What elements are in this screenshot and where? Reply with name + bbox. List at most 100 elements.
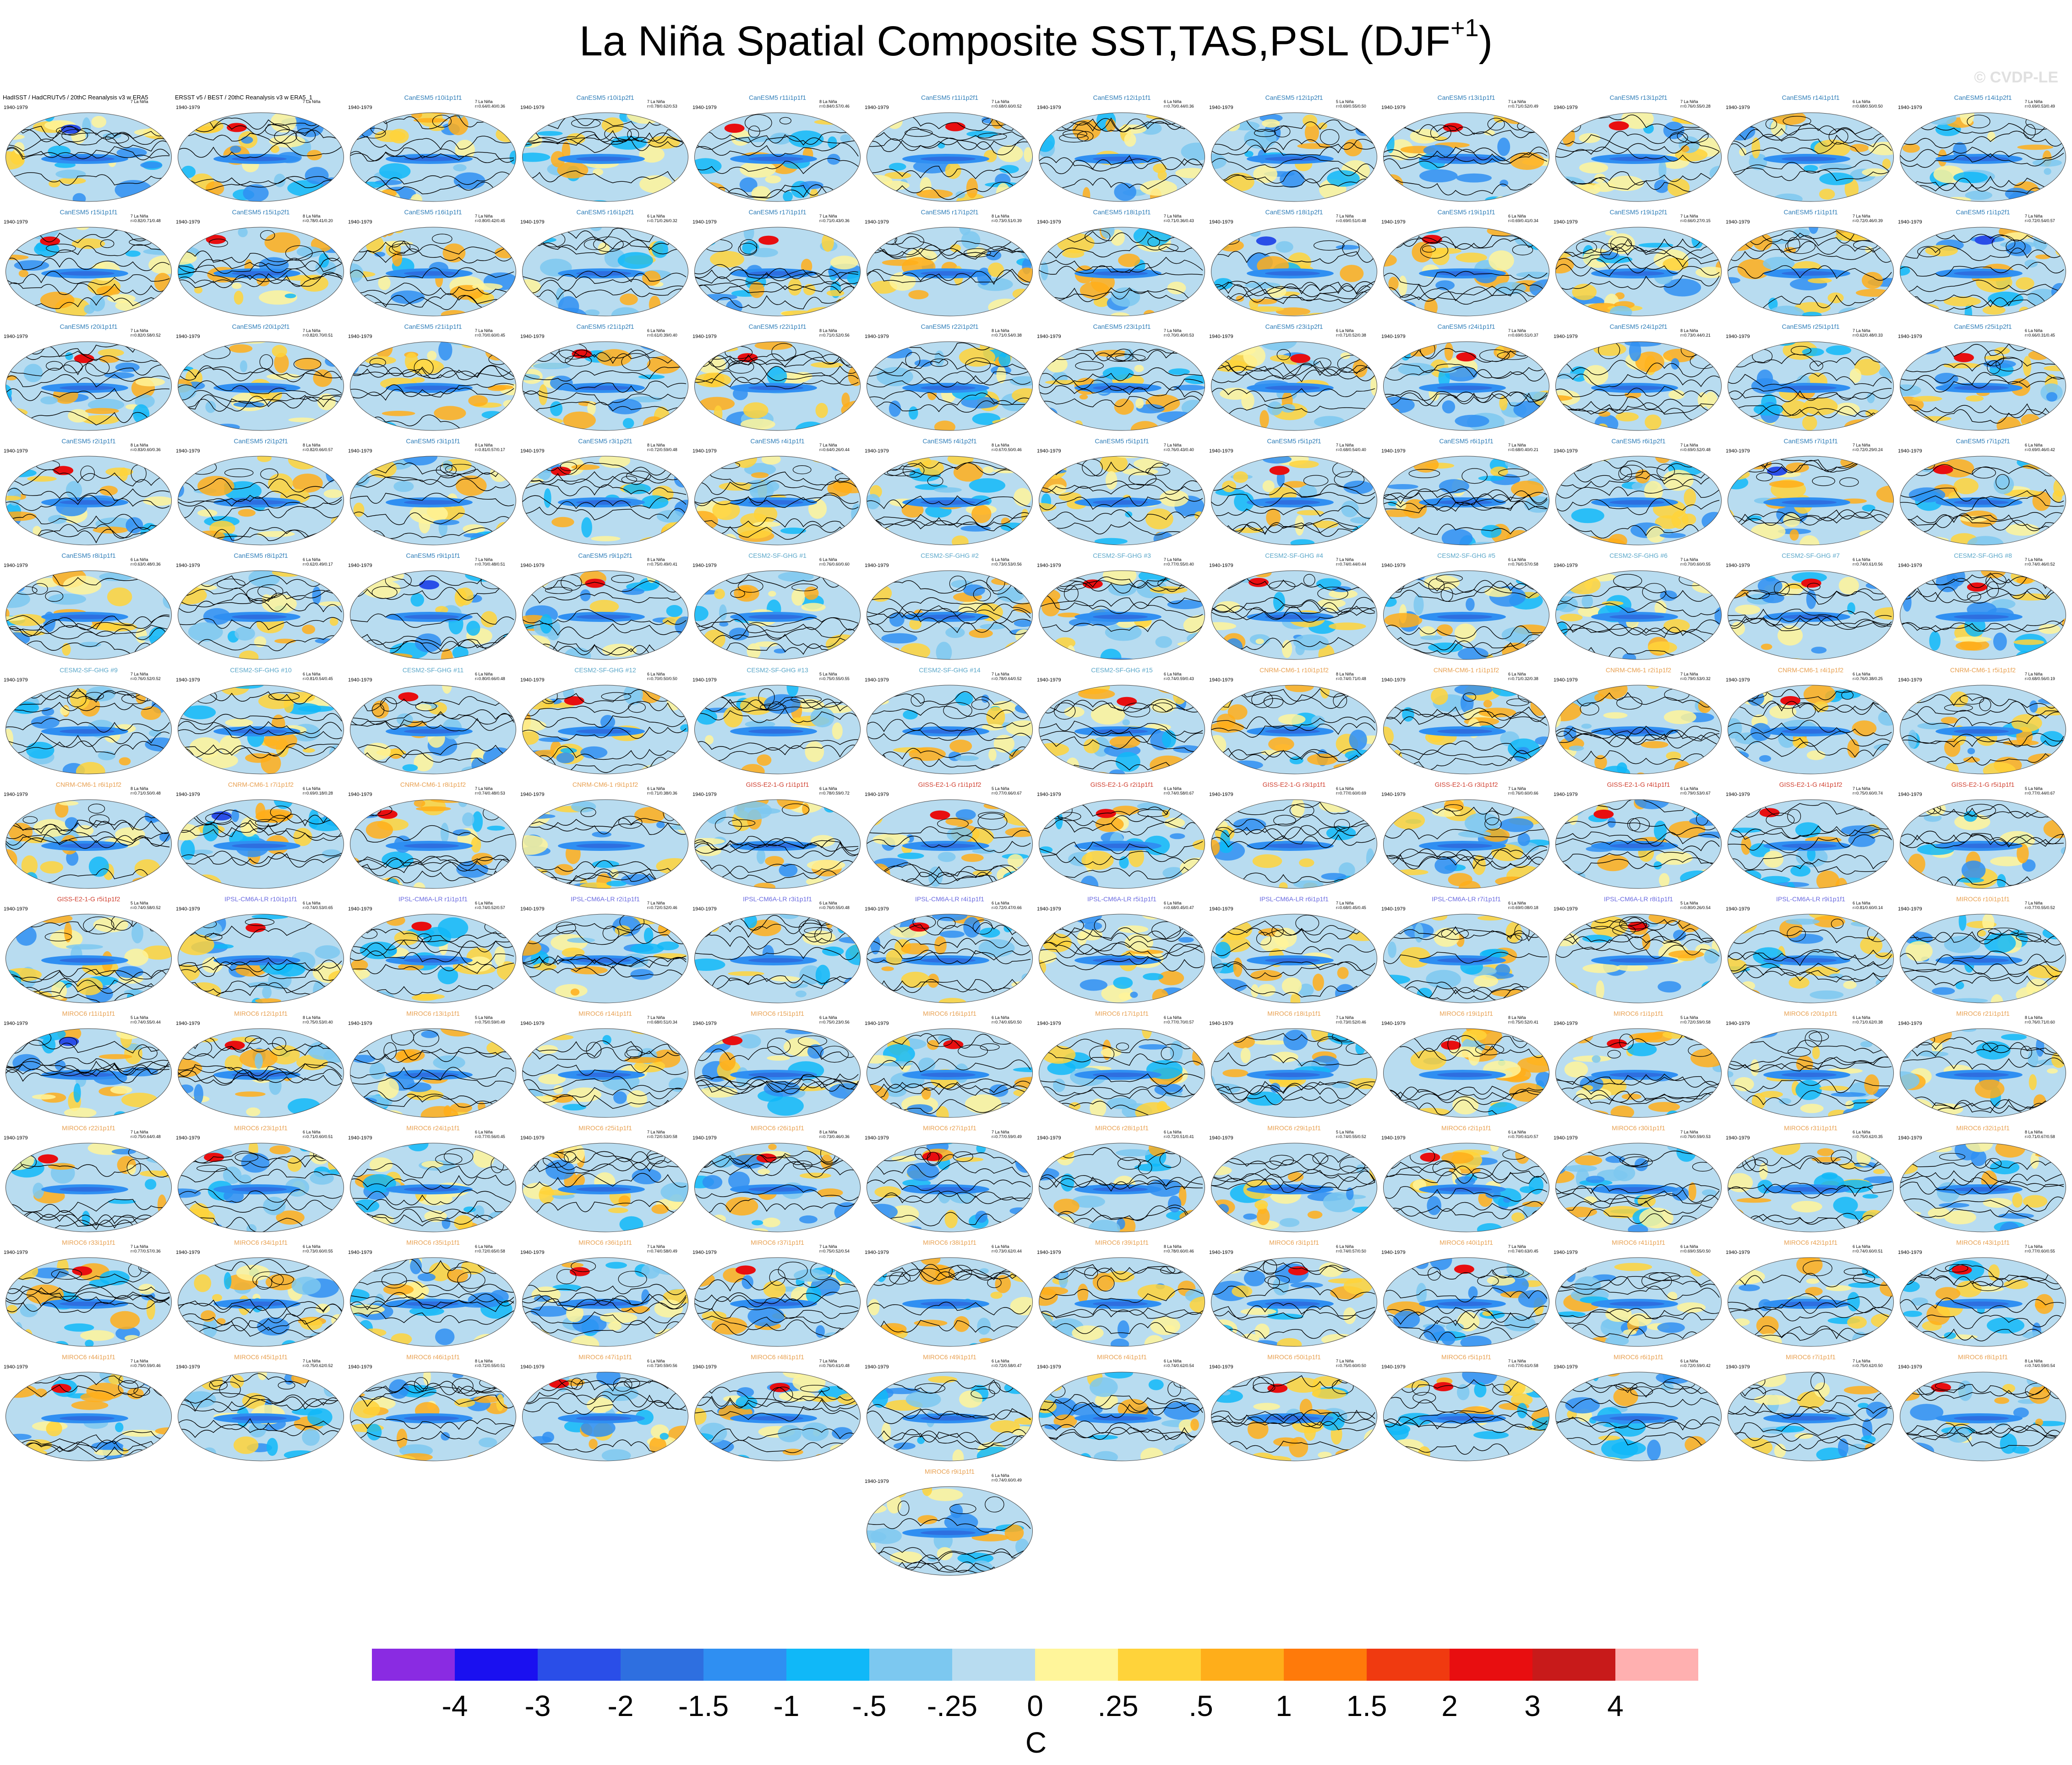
colorbar-tick-label: -4: [442, 1689, 468, 1722]
colorbar-swatch: [621, 1649, 703, 1681]
composite-map: [1211, 685, 1377, 774]
panel-title: MIROC6 r17i1p1f1: [1095, 1010, 1149, 1017]
panel-period: 1940-1979: [865, 1135, 889, 1141]
map-panel: MIROC6 r43i1p1f1 1940-1979 7 La Niña r=0.7…: [1897, 1239, 2069, 1351]
map-panel: MIROC6 r42i1p1f1 1940-1979 6 La Niña r=0.7…: [1725, 1239, 1897, 1351]
composite-map: [1728, 914, 1894, 1003]
composite-map: [867, 1257, 1033, 1347]
map-panel: MIROC6 r5i1p1f1 1940-1979 7 La Niña r=0.77…: [1380, 1353, 1552, 1465]
panel-period: 1940-1979: [1898, 792, 1922, 797]
map-panel: CESM2-SF-GHG #12 1940-1979 6 La Niña r=0.7…: [519, 666, 691, 779]
panel-stats: 8 La Niña r=0.71/0.67/0.58: [2025, 1130, 2055, 1139]
panel-stats: 6 La Niña r=0.62/0.49/0.17: [303, 557, 333, 567]
panel-title: MIROC6 r30i1p1f1: [1612, 1124, 1665, 1132]
composite-map: [1900, 1143, 2066, 1232]
panel-title: MIROC6 r45i1p1f1: [234, 1353, 288, 1361]
map-panel: CanESM5 r19i1p1f1 1940-1979 6 La Niña r=0.…: [1380, 208, 1552, 321]
panel-period: 1940-1979: [1726, 105, 1750, 110]
panel-stats: 7 La Niña r=0.74/0.58/0.49: [647, 1244, 677, 1253]
panel-stats: 6 La Niña r=0.74/0.52/0.57: [475, 901, 505, 910]
panel-period: 1940-1979: [1898, 1135, 1922, 1141]
panel-stats: 6 La Niña r=0.81/0.60/0.14: [1853, 901, 1883, 910]
panel-title: MIROC6 r11i1p1f1: [62, 1010, 115, 1017]
panel-period: 1940-1979: [520, 1021, 545, 1026]
map-panel: CanESM5 r1i1p2f1 1940-1979 7 La Niña r=0.7…: [1897, 208, 2069, 321]
map-panel: MIROC6 r37i1p1f1 1940-1979 7 La Niña r=0.7…: [692, 1239, 863, 1351]
composite-map: [694, 227, 861, 316]
panel-title: CanESM5 r12i1p1f1: [1093, 94, 1151, 101]
panel-stats: 8 La Niña r=0.81/0.57/0.17: [475, 443, 505, 452]
map-panel: CanESM5 r2i1p1f1 1940-1979 8 La Niña r=0.8…: [3, 437, 174, 550]
panel-period: 1940-1979: [692, 563, 717, 568]
panel-period: 1940-1979: [1898, 1021, 1922, 1026]
panel-title: CESM2-SF-GHG #8: [1954, 552, 2012, 559]
map-panel: ERSST v5 / BEST / 20thC Reanalysis v3 w …: [175, 94, 347, 206]
panel-title: MIROC6 r19i1p1f1: [1439, 1010, 1493, 1017]
colorbar-tick-label: -1: [773, 1689, 800, 1722]
map-panel: CanESM5 r8i1p2f1 1940-1979 6 La Niña r=0.6…: [175, 552, 347, 664]
composite-map: [1383, 914, 1549, 1003]
panel-title: CanESM5 r2i1p2f1: [234, 437, 288, 445]
composite-map: [5, 1372, 172, 1461]
panel-period: 1940-1979: [1209, 105, 1233, 110]
composite-map: [350, 1257, 516, 1347]
panel-title: MIROC6 r25i1p1f1: [578, 1124, 632, 1132]
panel-period: 1940-1979: [865, 1479, 889, 1484]
panel-title: GISS-E2-1-G r5i1p1f2: [57, 895, 120, 903]
panel-title: CanESM5 r4i1p1f1: [750, 437, 805, 445]
map-panel: MIROC6 r11i1p1f1 1940-1979 5 La Niña r=0.7…: [3, 1010, 174, 1122]
panel-period: 1940-1979: [1554, 1135, 1578, 1141]
composite-map: [1728, 1143, 1894, 1232]
map-panel: GISS-E2-1-G r2i1p1f1 1940-1979 6 La Niña r…: [1036, 781, 1208, 893]
panel-period: 1940-1979: [1381, 1021, 1406, 1026]
panel-title: MIROC6 r31i1p1f1: [1784, 1124, 1838, 1132]
panel-period: 1940-1979: [1726, 1135, 1750, 1141]
panel-title: IPSL-CM6A-LR r8i1p1f1: [1604, 895, 1673, 903]
panel-title: CanESM5 r13i1p1f1: [1437, 94, 1495, 101]
map-panel: CanESM5 r21i1p2f1 1940-1979 6 La Niña r=0.…: [519, 323, 691, 435]
composite-map: [694, 1143, 861, 1232]
map-panel: CanESM5 r15i1p2f1 1940-1979 8 La Niña r=0.…: [175, 208, 347, 321]
title-close: ): [1478, 18, 1493, 65]
panel-period: 1940-1979: [520, 792, 545, 797]
colorbar-swatch: [1532, 1649, 1615, 1681]
composite-map: [1900, 914, 2066, 1003]
map-panel: GISS-E2-1-G r5i1p1f1 1940-1979 5 La Niña r…: [1897, 781, 2069, 893]
composite-map: [1728, 112, 1894, 202]
composite-map: [1900, 1372, 2066, 1461]
map-panel: MIROC6 r12i1p1f1 1940-1979 8 La Niña r=0.7…: [175, 1010, 347, 1122]
colorbar-swatch: [1615, 1649, 1698, 1681]
panel-stats: 8 La Niña r=0.82/0.66/0.57: [303, 443, 333, 452]
map-panel: CanESM5 r13i1p1f1 1940-1979 7 La Niña r=0.…: [1380, 94, 1552, 206]
panel-stats: 8 La Niña r=0.78/0.41/0.20: [303, 214, 333, 223]
composite-map: [1900, 456, 2066, 545]
panel-title: MIROC6 r29i1p1f1: [1267, 1124, 1321, 1132]
composite-map: [867, 1028, 1033, 1118]
composite-map: [1039, 341, 1205, 431]
map-panel: MIROC6 r39i1p1f1 1940-1979 8 La Niña r=0.7…: [1036, 1239, 1208, 1351]
map-panel: MIROC6 r3i1p1f1 1940-1979 6 La Niña r=0.74…: [1208, 1239, 1380, 1351]
panel-grid: HadISST / HadCRUTv5 / 20thC Reanalysis v…: [3, 94, 2069, 1576]
panel-title: MIROC6 r49i1p1f1: [923, 1353, 976, 1361]
panel-stats: 6 La Niña r=0.76/0.57/0.58: [1508, 557, 1538, 567]
map-panel: CESM2-SF-GHG #14 1940-1979 7 La Niña r=0.7…: [864, 666, 1036, 779]
map-panel: GISS-E2-1-G r1i1p1f2 1940-1979 5 La Niña r…: [864, 781, 1036, 893]
panel-title: CanESM5 r9i1p2f1: [578, 552, 633, 559]
panel-period: 1940-1979: [176, 563, 200, 568]
panel-stats: 7 La Niña r=0.82/0.58/0.52: [131, 328, 161, 338]
panel-period: 1940-1979: [1381, 105, 1406, 110]
panel-title: CanESM5 r10i1p1f1: [404, 94, 462, 101]
map-panel: MIROC6 r7i1p1f1 1940-1979 7 La Niña r=0.75…: [1725, 1353, 1897, 1465]
panel-title: CESM2-SF-GHG #15: [1091, 666, 1153, 674]
composite-map: [1039, 1257, 1205, 1347]
composite-map: [522, 914, 688, 1003]
panel-title: MIROC6 r21i1p1f1: [1956, 1010, 2010, 1017]
map-panel: MIROC6 r23i1p1f1 1940-1979 6 La Niña r=0.7…: [175, 1124, 347, 1237]
panel-title: CanESM5 r9i1p1f1: [406, 552, 460, 559]
panel-period: 1940-1979: [1209, 334, 1233, 339]
panel-stats: 6 La Niña r=0.73/0.60/0.55: [303, 1244, 333, 1253]
map-panel: CNRM-CM6-1 r2i1p1f2 1940-1979 7 La Niña r=…: [1553, 666, 1724, 779]
panel-stats: 7 La Niña r=0.68/0.45/0.45: [1336, 901, 1366, 910]
panel-period: 1940-1979: [692, 334, 717, 339]
map-panel: MIROC6 r28i1p1f1 1940-1979 6 La Niña r=0.7…: [1036, 1124, 1208, 1237]
